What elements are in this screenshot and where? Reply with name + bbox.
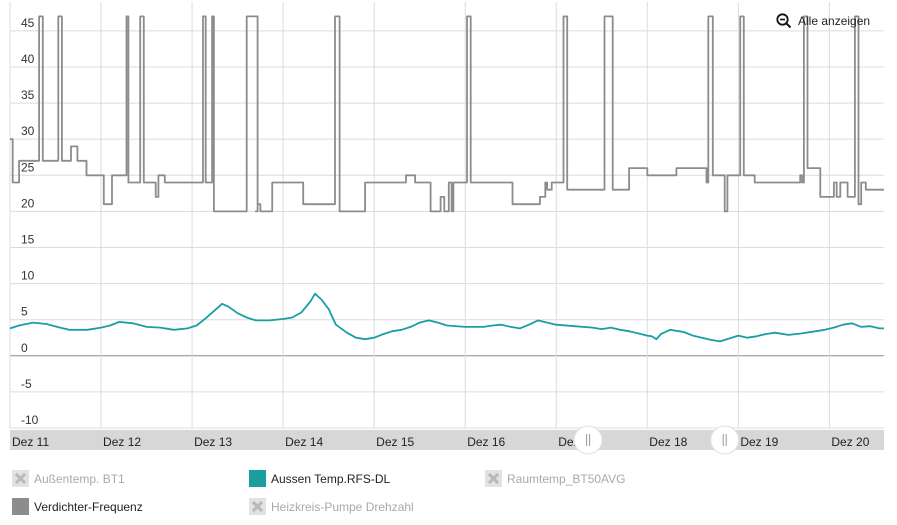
y-axis: 45 40 35 30 25 20 15 10 5 0 -5 -10	[21, 16, 39, 427]
y-tick-label: 0	[21, 341, 28, 355]
navigator-handle-right[interactable]	[710, 425, 740, 455]
x-tick-label: Dez 20	[831, 435, 869, 449]
x-tick-label: Dez 16	[467, 435, 505, 449]
legend-item-aussentemp-bt1[interactable]: Außentemp. BT1	[12, 470, 125, 487]
legend-swatch	[12, 470, 29, 487]
legend-item-verdichter-frequenz[interactable]: Verdichter-Frequenz	[12, 498, 143, 515]
legend-swatch	[249, 498, 266, 515]
plot-area	[9, 15, 884, 343]
chart-grid	[9, 2, 884, 429]
y-tick-label: 10	[21, 269, 35, 283]
series-line-verdichter-frequenz	[10, 15, 884, 213]
x-tick-label: Dez 13	[194, 435, 232, 449]
navigator-band[interactable]	[10, 430, 884, 450]
legend-item-heizkreis-pumpe-drehzahl[interactable]: Heizkreis-Pumpe Drehzahl	[249, 498, 414, 515]
y-tick-label: 20	[21, 196, 35, 210]
navigator-handle-left[interactable]	[573, 425, 603, 455]
legend: Außentemp. BT1 Aussen Temp.RFS-DL Raumte…	[0, 462, 897, 522]
y-tick-label: 35	[21, 88, 35, 102]
x-tick-label: Dez 19	[740, 435, 778, 449]
y-tick-label: 45	[21, 16, 35, 30]
y-tick-label: 40	[21, 52, 35, 66]
y-tick-label: 30	[21, 124, 35, 138]
legend-item-raumtemp-bt50avg[interactable]: Raumtemp_BT50AVG	[485, 470, 626, 487]
y-tick-label: 15	[21, 232, 35, 246]
legend-label: Aussen Temp.RFS-DL	[271, 471, 391, 486]
legend-label: Verdichter-Frequenz	[34, 499, 143, 514]
legend-swatch	[485, 470, 502, 487]
x-tick-label: Dez 12	[103, 435, 141, 449]
legend-swatch	[12, 498, 29, 515]
legend-item-aussen-temp-rfs-dl[interactable]: Aussen Temp.RFS-DL	[249, 470, 390, 487]
zoom-reset-label: Alle anzeigen	[798, 14, 871, 28]
y-tick-label: 5	[21, 305, 28, 319]
x-tick-label: Dez 14	[285, 435, 323, 449]
zoom-reset-button[interactable]: Alle anzeigen	[776, 10, 870, 32]
series-line-aussen-temp-rfs-dl	[9, 292, 884, 343]
zoom-out-icon	[776, 13, 792, 29]
legend-label: Raumtemp_BT50AVG	[507, 471, 626, 486]
x-axis: Dez 11 Dez 12 Dez 13 Dez 14 Dez 15 Dez 16 Dez …	[12, 435, 870, 449]
legend-label: Heizkreis-Pumpe Drehzahl	[271, 499, 414, 514]
x-tick-label: Dez 11	[12, 435, 49, 449]
y-tick-label: -10	[21, 413, 39, 427]
legend-label: Außentemp. BT1	[34, 471, 125, 486]
legend-swatch	[249, 470, 266, 487]
x-tick-label: Dez 18	[649, 435, 687, 449]
y-tick-label: 25	[21, 160, 35, 174]
x-tick-label: Dez 15	[376, 435, 414, 449]
y-tick-label: -5	[21, 377, 32, 391]
